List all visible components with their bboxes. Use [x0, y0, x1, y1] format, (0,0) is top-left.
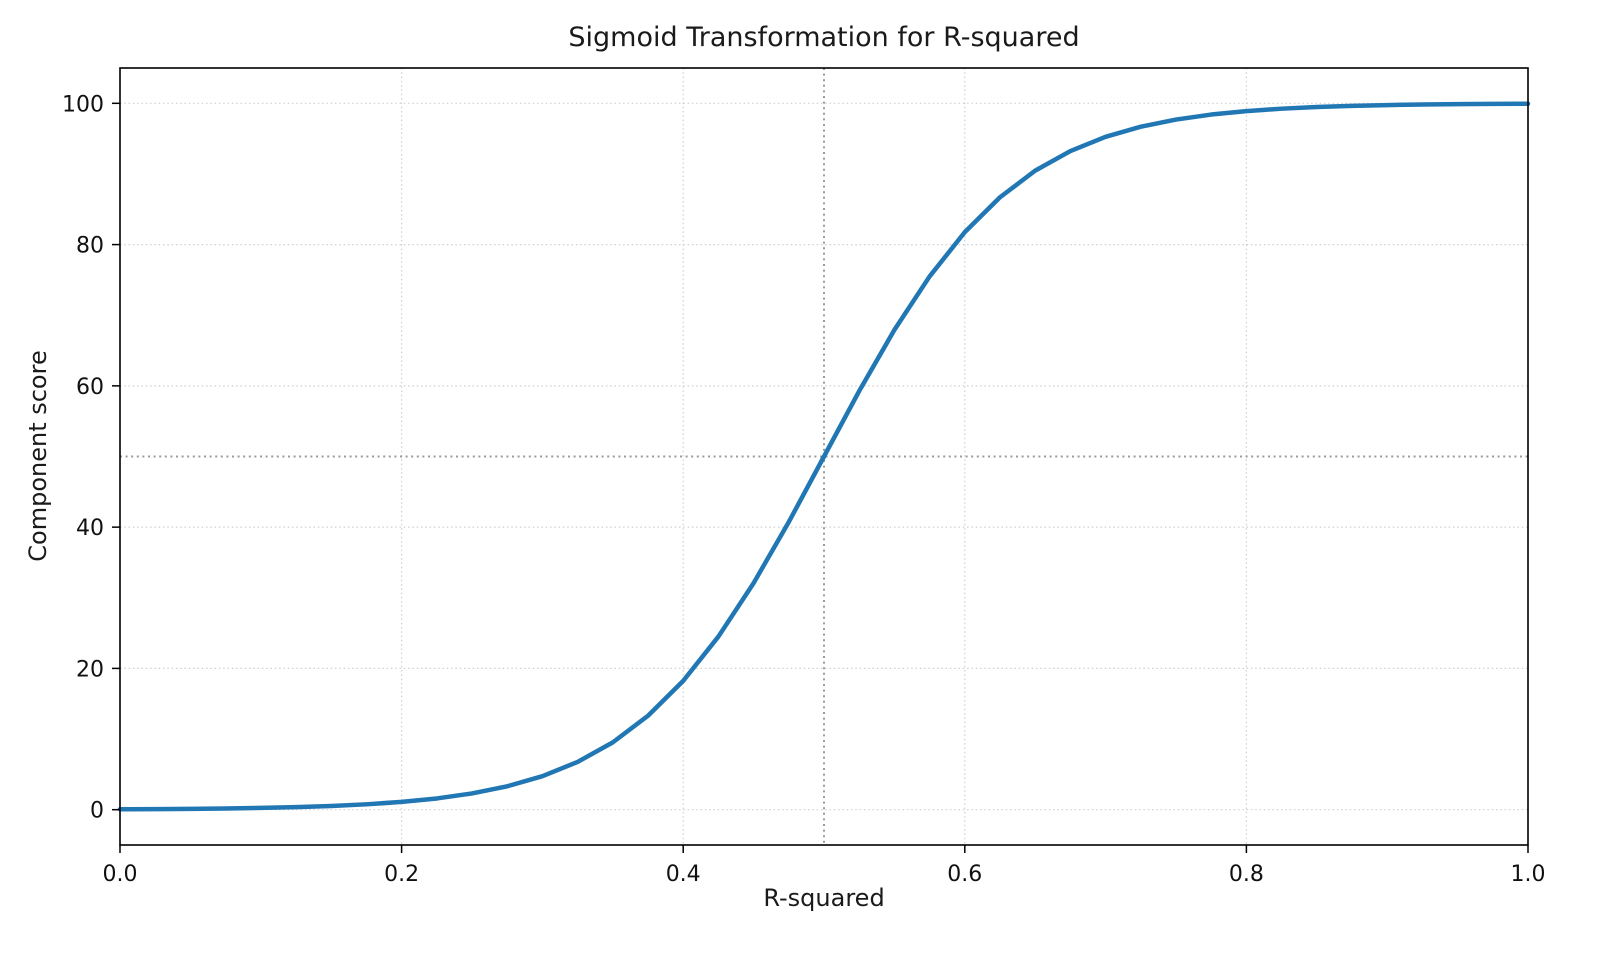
- y-tick-label: 0: [90, 799, 104, 824]
- chart-title: Sigmoid Transformation for R-squared: [568, 22, 1080, 53]
- x-tick-label: 0.2: [384, 862, 419, 887]
- y-tick-label: 40: [76, 516, 104, 541]
- series-sigmoid-curve: [117, 101, 1531, 812]
- y-tick-label: 20: [76, 657, 104, 682]
- x-axis-label: R-squared: [763, 884, 885, 912]
- x-tick-label: 1.0: [1511, 862, 1546, 887]
- plot-border: [119, 67, 1529, 846]
- x-tick-label: 0.0: [103, 862, 138, 887]
- x-tick-label: 0.6: [947, 862, 982, 887]
- y-tick-label: 80: [76, 234, 104, 259]
- x-tick-label: 0.8: [1229, 862, 1264, 887]
- y-axis-label: Component score: [24, 350, 52, 562]
- x-tick-label: 0.4: [666, 862, 701, 887]
- y-tick-label: 100: [62, 92, 104, 117]
- y-tick-label: 60: [76, 375, 104, 400]
